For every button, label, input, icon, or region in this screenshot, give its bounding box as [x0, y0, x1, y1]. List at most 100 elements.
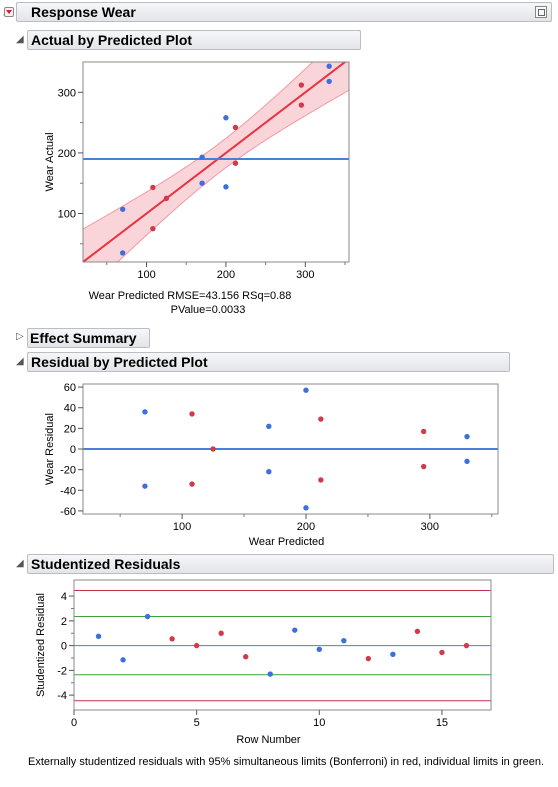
- data-point: [243, 654, 249, 660]
- data-point: [316, 646, 322, 653]
- data-point: [463, 642, 470, 649]
- confidence-band-upper: [83, 62, 314, 230]
- data-point: [420, 463, 427, 470]
- section-header-studentized-residuals[interactable]: Studentized Residuals: [27, 554, 554, 574]
- data-point: [199, 180, 205, 186]
- data-point: [326, 63, 332, 69]
- data-point: [199, 154, 205, 160]
- studentized-residuals-chart: 0 5 10 15 4 2 0 -2 -4 Studentized Residual Row Num…: [35, 579, 492, 746]
- data-point: [232, 124, 239, 131]
- y-axis-title: Wear Residual: [44, 413, 56, 485]
- report-title: Response Wear: [31, 4, 136, 20]
- y-tick-label: -20: [60, 465, 76, 477]
- data-point: [169, 636, 175, 642]
- actual-by-predicted-chart: 100 200 300 100 200 300 Wear Actual Wear Predic…: [44, 61, 350, 316]
- data-point: [232, 160, 239, 166]
- data-point: [150, 225, 156, 232]
- data-point: [326, 78, 332, 85]
- data-point: [318, 416, 324, 422]
- section-header-residual-by-predicted[interactable]: Residual by Predicted Plot: [27, 352, 510, 372]
- fit-stats: RMSE=43.156 RSq=0.88: [167, 290, 291, 302]
- x-tick-label: 15: [436, 717, 448, 729]
- data-point: [298, 82, 305, 88]
- y-tick-label: 200: [58, 148, 76, 160]
- y-tick-label: 60: [64, 382, 76, 394]
- x-tick-label: 200: [297, 521, 315, 533]
- data-point: [464, 433, 470, 440]
- expand-triangle-icon[interactable]: ▷: [16, 331, 24, 342]
- section-title: Studentized Residuals: [31, 556, 181, 572]
- confidence-band-lower: [116, 89, 349, 262]
- x-tick-label: 10: [313, 717, 325, 729]
- x-tick-label: 200: [217, 269, 235, 281]
- x-tick-label: 300: [421, 521, 439, 533]
- data-point: [266, 423, 272, 430]
- data-point: [223, 184, 229, 190]
- y-tick-label: 4: [61, 591, 67, 603]
- data-point: [163, 195, 170, 202]
- y-tick-label: -40: [60, 485, 76, 497]
- red-triangle-menu-icon[interactable]: [4, 7, 14, 17]
- data-point: [142, 483, 148, 489]
- section-title: Residual by Predicted Plot: [31, 354, 208, 370]
- data-point: [189, 411, 195, 417]
- plot-area: [74, 590, 491, 702]
- y-tick-label: -60: [60, 506, 76, 518]
- data-point: [142, 409, 148, 415]
- y-tick-label: 300: [58, 87, 76, 99]
- collapse-triangle-icon[interactable]: ◢: [16, 558, 24, 569]
- data-point: [266, 468, 272, 475]
- report-menu-icon[interactable]: [535, 6, 547, 18]
- data-point: [464, 458, 470, 465]
- data-point: [341, 637, 347, 644]
- data-point: [303, 505, 309, 511]
- x-axis-title-and-stats: Wear Predicted RMSE=43.156 RSq=0.88: [89, 290, 292, 302]
- data-point: [120, 250, 126, 256]
- data-point: [318, 477, 324, 483]
- report-header: Response Wear: [4, 2, 552, 22]
- data-point: [120, 206, 126, 212]
- data-point: [210, 446, 216, 452]
- data-point: [120, 657, 126, 663]
- data-point: [218, 630, 224, 636]
- data-point: [267, 671, 273, 677]
- data-point: [144, 613, 151, 620]
- data-point: [414, 628, 421, 635]
- x-axis-title: Row Number: [236, 734, 301, 746]
- x-tick-label: 100: [173, 521, 191, 533]
- x-tick-label: 0: [71, 717, 77, 729]
- data-point: [303, 387, 309, 393]
- collapse-triangle-icon[interactable]: ◢: [16, 356, 24, 367]
- plot-frame: [73, 579, 492, 711]
- collapse-triangle-icon[interactable]: ◢: [16, 34, 24, 45]
- data-point: [189, 481, 195, 487]
- y-tick-label: -4: [57, 690, 67, 702]
- y-tick-label: 20: [64, 423, 76, 435]
- data-point: [223, 115, 229, 121]
- x-tick-label: 5: [194, 717, 200, 729]
- section-header-actual-by-predicted[interactable]: Actual by Predicted Plot: [27, 30, 361, 50]
- y-tick-label: 100: [58, 209, 76, 221]
- data-point: [390, 651, 396, 657]
- x-tick-label: 100: [137, 269, 155, 281]
- x-tick-label: 300: [296, 269, 314, 281]
- x-axis-title: Wear Predicted: [89, 290, 168, 302]
- y-tick-label: 0: [61, 641, 67, 653]
- data-point: [439, 649, 445, 656]
- y-tick-label: 0: [70, 444, 76, 456]
- plot-frame: [82, 61, 350, 263]
- plot-area: [83, 62, 349, 262]
- studentized-caption: Externally studentized residuals with 95…: [28, 756, 545, 768]
- data-point: [95, 633, 102, 640]
- y-tick-label: -2: [57, 665, 67, 677]
- section-title: Effect Summary: [30, 330, 137, 346]
- data-point: [365, 655, 372, 662]
- data-point: [292, 627, 298, 633]
- section-header-effect-summary[interactable]: Effect Summary: [27, 328, 150, 348]
- fit-line: [83, 62, 347, 262]
- data-point: [420, 428, 427, 435]
- data-point: [193, 642, 200, 649]
- x-axis-title: Wear Predicted: [249, 536, 325, 548]
- y-axis-title: Wear Actual: [44, 132, 56, 191]
- data-point: [298, 102, 305, 108]
